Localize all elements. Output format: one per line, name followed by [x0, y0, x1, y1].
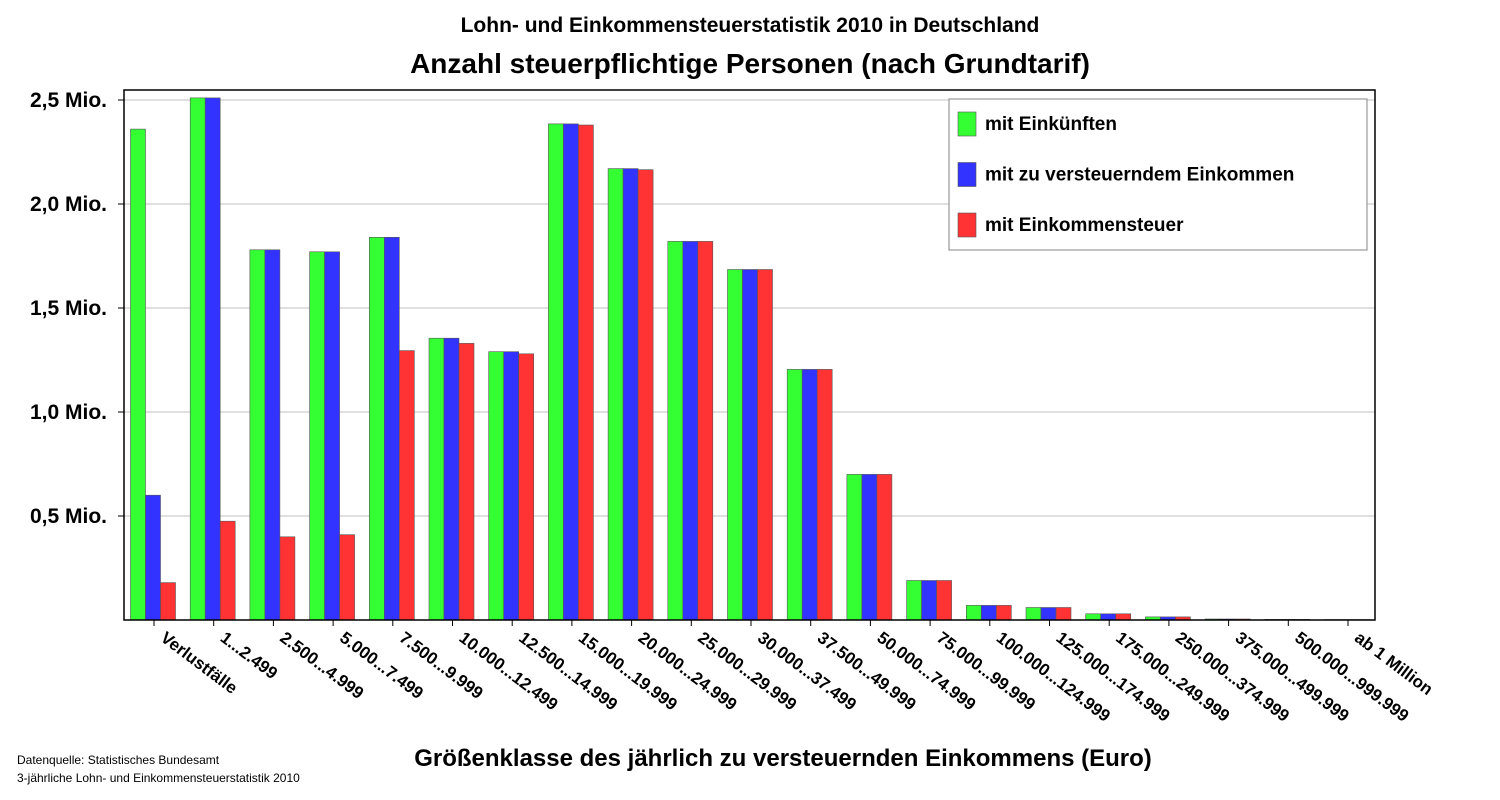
- bar: [189, 97, 206, 621]
- bar: [727, 269, 743, 621]
- bar: [204, 97, 221, 621]
- y-tick-label: 2,5 Mio.: [30, 89, 107, 112]
- x-axis-label: Größenklasse des jährlich zu versteuernd…: [414, 745, 1152, 772]
- bar: [398, 350, 415, 621]
- bar: [742, 269, 758, 621]
- bar: [428, 337, 445, 621]
- source-line-2: 3-jährliche Lohn- und Einkommensteuersta…: [17, 771, 300, 785]
- bar: [1115, 613, 1131, 621]
- source-line-1: Datenquelle: Statistisches Bundesamt: [17, 753, 220, 767]
- bar: [622, 168, 639, 621]
- x-axis: Verlustfälle1...2.4992.500...4.9995.000.…: [153, 620, 1436, 726]
- bar: [1055, 607, 1072, 621]
- bar: [160, 582, 176, 621]
- bar: [1040, 607, 1057, 621]
- bar: [861, 474, 878, 621]
- bar: [309, 251, 325, 621]
- chart-subtitle: Anzahl steuerpflichtige Personen (nach G…: [410, 48, 1090, 79]
- legend-swatch: [957, 162, 977, 187]
- bar: [921, 580, 937, 621]
- legend-box: [948, 98, 1368, 251]
- bar: [682, 241, 699, 621]
- bar: [995, 605, 1012, 621]
- bar: [816, 369, 833, 621]
- chart-title: Lohn- und Einkommensteuerstatistik 2010 …: [461, 14, 1040, 37]
- bar: [980, 605, 997, 621]
- bar: [503, 351, 520, 621]
- bar: [637, 169, 654, 621]
- legend-label: mit Einkommensteuer: [985, 215, 1184, 236]
- bar: [965, 605, 982, 621]
- bar: [607, 168, 624, 621]
- bar: [1025, 607, 1042, 621]
- bar: [846, 474, 863, 621]
- legend-label: mit zu versteuerndem Einkommen: [985, 165, 1294, 186]
- bar: [906, 580, 922, 621]
- bar: [876, 474, 893, 621]
- bar: [757, 269, 773, 621]
- bars: [130, 97, 1370, 621]
- bar: [443, 337, 460, 621]
- bar: [339, 534, 355, 621]
- bar: [279, 536, 296, 621]
- bar: [578, 124, 594, 621]
- bar: [130, 128, 146, 621]
- bar: [1100, 613, 1116, 621]
- bar: [563, 123, 579, 621]
- legend-label: mit Einkünften: [985, 114, 1117, 135]
- bar: [324, 251, 340, 621]
- bar: [368, 237, 385, 621]
- y-tick-label: 2,0 Mio.: [30, 193, 107, 216]
- bar: [936, 580, 952, 621]
- y-tick-label: 0,5 Mio.: [30, 505, 107, 528]
- plot-frame: [123, 89, 1376, 621]
- bar: [786, 369, 803, 621]
- bar: [249, 249, 266, 621]
- bar: [548, 123, 564, 621]
- bar: [458, 343, 475, 621]
- bar: [1085, 613, 1101, 621]
- bar: [801, 369, 818, 621]
- legend-swatch: [957, 212, 977, 238]
- bar: [219, 520, 236, 621]
- y-axis: 0,5 Mio. 1,0 Mio. 1,5 Mio. 2,0 Mio. 2,5 Mio.: [30, 89, 124, 528]
- bar: [383, 237, 400, 621]
- bar: [667, 241, 684, 621]
- legend-swatch: [957, 111, 977, 137]
- legend: mit Einkünften mit zu versteuerndem Einko…: [948, 98, 1368, 251]
- bar: [518, 353, 535, 621]
- y-tick-label: 1,0 Mio.: [30, 401, 107, 424]
- bar: [488, 351, 505, 621]
- bar: [697, 241, 714, 621]
- y-tick-label: 1,5 Mio.: [30, 297, 107, 320]
- bar: [264, 249, 281, 621]
- bar: [145, 494, 161, 621]
